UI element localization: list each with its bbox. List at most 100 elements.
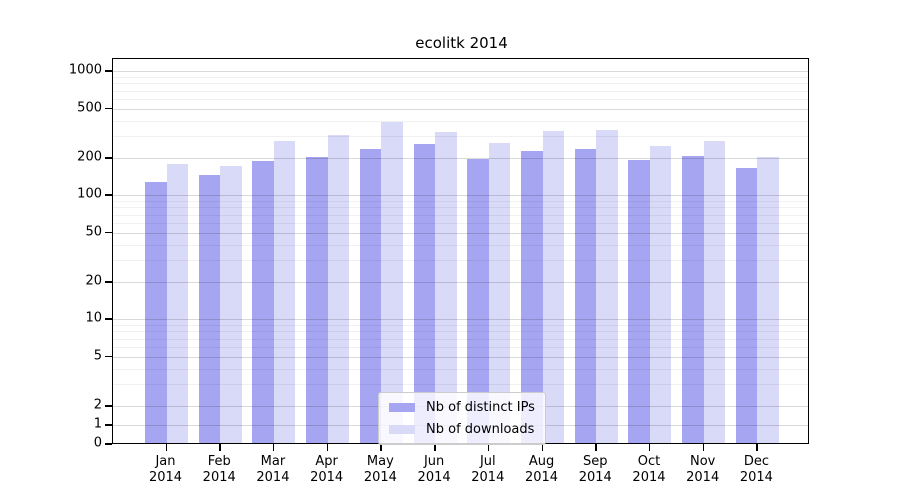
bar-nb-of-distinct-ips-sep <box>574 149 597 443</box>
y-tick-mark <box>105 70 112 72</box>
gridline-y-40 <box>113 244 808 246</box>
y-tick-label-100: 100 <box>77 186 102 202</box>
bar-nb-of-distinct-ips-oct <box>628 159 650 443</box>
gridline-y-7 <box>113 338 808 340</box>
y-tick-label-2: 2 <box>93 397 102 413</box>
gridline-y-1000 <box>113 71 808 73</box>
bar-nb-of-downloads-jul <box>488 143 511 443</box>
gridline-y-500 <box>113 108 808 110</box>
bar-nb-of-downloads-jun <box>435 131 457 443</box>
bar-nb-of-downloads-aug <box>542 130 565 443</box>
x-tick-mark <box>702 444 705 451</box>
bar-nb-of-downloads-sep <box>596 129 618 443</box>
y-tick-label-1: 1 <box>93 416 102 432</box>
x-tick-mark <box>165 444 167 451</box>
y-tick-mark <box>105 443 112 445</box>
gridline-y-600 <box>113 98 808 100</box>
gridline-y-70 <box>113 214 808 216</box>
x-tick-mark <box>380 444 382 451</box>
bar-nb-of-distinct-ips-mar <box>252 160 274 443</box>
x-tick-mark <box>487 444 490 451</box>
x-tick-label-apr: Apr 2014 <box>310 454 344 485</box>
gridline-y-60 <box>113 222 808 224</box>
x-tick-mark <box>595 444 597 451</box>
y-tick-mark <box>105 231 112 234</box>
x-tick-label-dec: Dec 2014 <box>739 454 773 485</box>
plot-area: Nb of distinct IPs Nb of downloads <box>112 58 809 445</box>
gridline-y-10 <box>113 319 808 321</box>
x-tick-mark <box>219 444 221 451</box>
legend-label-downloads: Nb of downloads <box>426 422 535 437</box>
y-tick-mark <box>105 194 112 196</box>
bar-nb-of-downloads-apr <box>327 134 350 443</box>
x-tick-label-feb: Feb 2014 <box>202 454 236 485</box>
gridline-y-800 <box>113 83 808 85</box>
bar-nb-of-downloads-nov <box>703 141 726 443</box>
x-tick-label-oct: Oct 2014 <box>632 454 666 485</box>
bar-nb-of-downloads-jan <box>166 163 188 443</box>
y-tick-mark <box>105 107 112 110</box>
y-tick-label-5: 5 <box>93 348 102 364</box>
y-tick-mark <box>105 157 112 159</box>
x-tick-label-nov: Nov 2014 <box>686 454 720 485</box>
legend-label-distinct-ips: Nb of distinct IPs <box>426 400 535 415</box>
x-tick-label-jan: Jan 2014 <box>148 454 183 485</box>
x-tick-mark <box>756 444 758 451</box>
bar-nb-of-downloads-may <box>381 121 403 443</box>
bar-nb-of-distinct-ips-aug <box>521 150 543 443</box>
legend-item-distinct-ips: Nb of distinct IPs <box>389 400 535 415</box>
bar-nb-of-downloads-mar <box>273 140 296 443</box>
bar-nb-of-distinct-ips-may <box>359 149 382 443</box>
gridline-y-80 <box>113 207 808 209</box>
gridline-y-100 <box>113 195 808 197</box>
x-tick-mark <box>648 444 651 451</box>
y-tick-label-500: 500 <box>77 100 102 116</box>
y-tick-label-0: 0 <box>93 435 102 451</box>
gridline-y-700 <box>113 90 808 92</box>
legend-item-downloads: Nb of downloads <box>389 422 535 437</box>
x-tick-label-jul: Jul 2014 <box>471 454 505 485</box>
gridline-y-50 <box>113 232 808 234</box>
bar-nb-of-downloads-feb <box>220 166 242 443</box>
gridline-y-8 <box>113 331 808 333</box>
bar-nb-of-distinct-ips-nov <box>682 155 704 443</box>
y-tick-mark <box>105 318 112 320</box>
y-tick-label-20: 20 <box>85 273 102 289</box>
x-tick-label-may: May 2014 <box>363 454 397 485</box>
bar-nb-of-distinct-ips-jun <box>413 144 436 443</box>
gridline-y-300 <box>113 136 808 138</box>
gridline-y-90 <box>113 201 808 202</box>
legend-swatch-downloads <box>389 425 415 434</box>
y-tick-mark <box>105 424 112 426</box>
x-tick-label-jun: Jun 2014 <box>417 454 451 485</box>
x-tick-label-sep: Sep 2014 <box>578 454 612 485</box>
bar-nb-of-distinct-ips-jul <box>467 158 489 443</box>
gridline-y-30 <box>113 260 808 262</box>
x-tick-mark <box>326 444 329 451</box>
gridline-y-9 <box>113 325 808 326</box>
chart-title: ecolitk 2014 <box>415 34 508 52</box>
gridline-y-3 <box>113 384 808 386</box>
bar-nb-of-downloads-oct <box>649 145 672 443</box>
bar-nb-of-distinct-ips-feb <box>198 175 221 443</box>
x-tick-mark <box>272 444 275 451</box>
gridline-y-6 <box>113 346 808 348</box>
legend: Nb of distinct IPs Nb of downloads <box>378 392 546 445</box>
gridline-y-200 <box>113 158 808 159</box>
gridline-y-400 <box>113 120 808 122</box>
gridline-y-20 <box>113 282 808 283</box>
y-tick-mark <box>105 355 112 358</box>
gridline-y-900 <box>113 77 808 78</box>
y-tick-label-1000: 1000 <box>68 62 102 78</box>
x-tick-mark <box>541 444 544 451</box>
y-tick-mark <box>105 281 112 283</box>
x-tick-mark <box>434 444 436 451</box>
y-tick-mark <box>105 405 112 407</box>
bar-nb-of-distinct-ips-apr <box>306 156 328 443</box>
bar-nb-of-distinct-ips-jan <box>145 181 167 443</box>
y-tick-label-10: 10 <box>85 310 102 326</box>
bar-nb-of-distinct-ips-dec <box>735 168 758 443</box>
x-tick-label-mar: Mar 2014 <box>256 454 290 485</box>
bar-nb-of-downloads-dec <box>757 157 779 443</box>
